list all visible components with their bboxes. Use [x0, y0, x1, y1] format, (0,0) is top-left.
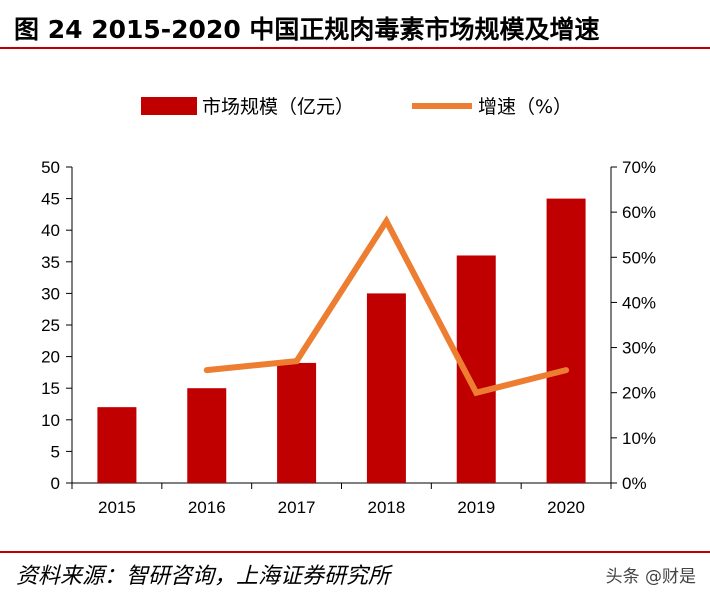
growth-point-2019: [473, 389, 480, 396]
combo-chart: 市场规模（亿元） 增速（%） 0 5 10 15 20 25 30 35 40 45 50 0% 10%…: [41, 96, 656, 517]
figure-title: 图 24 2015-2020 中国正规肉毒素市场规模及增速: [14, 15, 600, 44]
y-left-tick-label: 40: [41, 221, 60, 240]
title-divider: [0, 47, 710, 49]
bar-market-size-2017: [277, 362, 317, 483]
bar-market-size-2018: [366, 293, 406, 483]
source-divider: [0, 551, 710, 553]
line-series: [203, 215, 570, 397]
y-left-tick-label: 20: [41, 348, 60, 367]
y-right-tick-label: 10%: [622, 429, 656, 448]
source-note: 资料来源：智研咨询，上海证券研究所: [16, 564, 391, 589]
y-right-tick-label: 70%: [622, 158, 656, 177]
growth-point-2020: [563, 367, 570, 374]
y-right-tick-label: 30%: [622, 339, 656, 358]
bar-market-size-2020: [546, 198, 586, 483]
y-left-tick-label: 45: [41, 190, 60, 209]
y-right-tick-label: 40%: [622, 293, 656, 312]
bar-market-size-2016: [187, 388, 227, 483]
x-tick-label: 2019: [457, 498, 495, 517]
x-tick-label: 2017: [278, 498, 316, 517]
y-right-tick-label: 0%: [622, 474, 647, 493]
y-right-tick-label: 20%: [622, 384, 656, 403]
bar-market-size-2015: [97, 407, 137, 483]
x-tick-label: 2015: [98, 498, 136, 517]
y-left-tick-label: 30: [41, 284, 60, 303]
watermark: 头条 @财是: [605, 567, 696, 587]
y-left-tick-label: 5: [51, 442, 60, 461]
y-left-tick-label: 0: [51, 474, 60, 493]
y-left-tick-label: 15: [41, 379, 60, 398]
y-left-tick-label: 50: [41, 158, 60, 177]
x-tick-label: 2020: [547, 498, 585, 517]
growth-point-2018: [383, 218, 390, 225]
x-tick-label: 2018: [368, 498, 406, 517]
x-tick-label: 2016: [188, 498, 226, 517]
y-left-tick-label: 35: [41, 253, 60, 272]
bar-series: [97, 198, 586, 483]
axes: 0 5 10 15 20 25 30 35 40 45 50 0% 10% 20% 30% 40% 50% 60%…: [41, 158, 656, 517]
growth-point-2017: [293, 358, 300, 365]
growth-point-2016: [203, 367, 210, 374]
y-left-tick-label: 10: [41, 411, 60, 430]
legend-label-market-size: 市场规模（亿元）: [202, 96, 354, 118]
y-right-tick-label: 60%: [622, 203, 656, 222]
y-right-tick-label: 50%: [622, 248, 656, 267]
legend-swatch-market-size: [141, 97, 197, 115]
y-left-tick-label: 25: [41, 316, 60, 335]
legend: 市场规模（亿元） 增速（%）: [141, 96, 572, 118]
legend-label-growth: 增速（%）: [478, 96, 572, 118]
